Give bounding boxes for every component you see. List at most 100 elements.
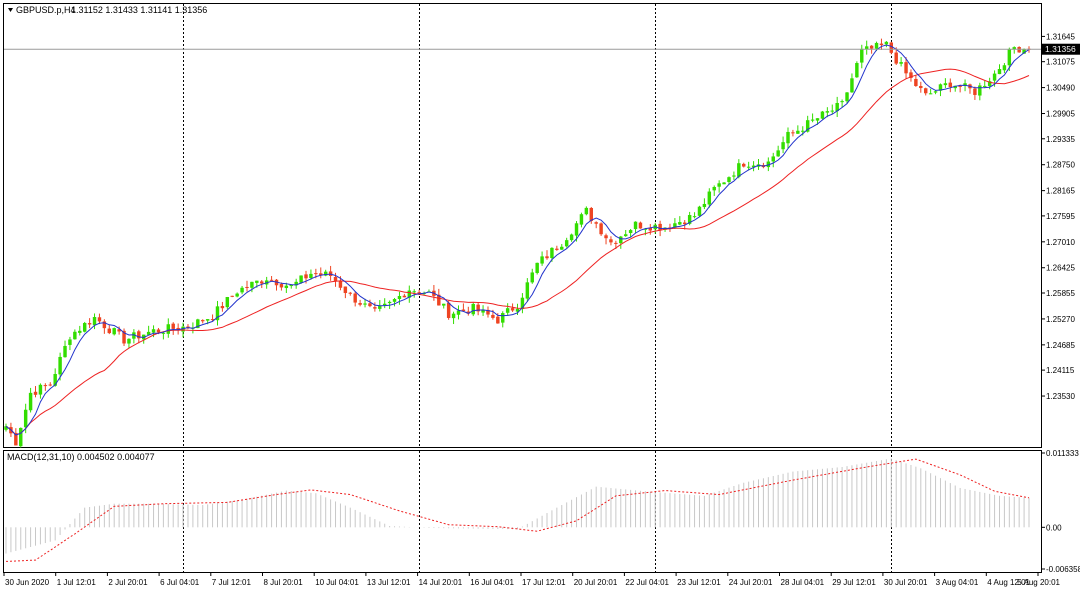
candle-body xyxy=(210,319,215,321)
candle-body xyxy=(742,163,746,167)
candle-body xyxy=(771,156,775,162)
candle-body xyxy=(78,330,82,333)
candle-body xyxy=(368,303,372,307)
price-tick-label: 1.29905 xyxy=(1046,110,1075,119)
candle-body xyxy=(953,85,957,89)
candle-body xyxy=(776,150,780,157)
candle-body xyxy=(333,276,338,282)
symbol-label: GBPUSD.p,H4 xyxy=(16,5,76,15)
candle-body xyxy=(299,275,303,283)
candle-body xyxy=(682,222,687,225)
candle-body xyxy=(638,222,643,229)
price-pane[interactable] xyxy=(3,3,1042,448)
candle-body xyxy=(446,302,451,318)
candle-body xyxy=(137,331,141,339)
candle-body xyxy=(269,279,274,281)
candle-body xyxy=(235,293,239,297)
time-tick-label: 24 Jul 20:01 xyxy=(729,578,773,587)
candle-body xyxy=(117,329,121,332)
candle-body xyxy=(560,246,564,250)
candle-body xyxy=(737,163,741,177)
candle-body xyxy=(928,93,933,95)
candle-body xyxy=(501,313,505,323)
candle-body xyxy=(633,221,638,230)
candle-body xyxy=(874,42,879,49)
candle-body xyxy=(555,248,559,250)
candle-body xyxy=(28,392,33,411)
candle-body xyxy=(201,320,205,322)
candle-body xyxy=(840,101,844,103)
candle-body xyxy=(205,319,210,321)
candle-body xyxy=(230,295,234,297)
candle-body xyxy=(171,323,175,329)
candle-body xyxy=(535,262,539,273)
current-price-tag xyxy=(1042,43,1080,55)
candle-body xyxy=(933,91,938,93)
candle-body xyxy=(825,111,830,113)
candle-body xyxy=(196,319,200,329)
candle-body xyxy=(574,223,579,236)
time-tick-label: 8 Jul 20:01 xyxy=(264,578,304,587)
candle-body xyxy=(23,409,28,428)
candle-body xyxy=(358,303,362,305)
candle-body xyxy=(294,281,298,286)
candle-body xyxy=(855,63,859,78)
candle-body xyxy=(466,311,471,314)
time-tick-label: 20 Jul 20:01 xyxy=(574,578,618,587)
dropdown-arrow-icon[interactable] xyxy=(8,8,13,12)
time-tick-label: 2 Jul 20:01 xyxy=(108,578,148,587)
candle-body xyxy=(796,130,800,134)
candle-body xyxy=(309,273,313,278)
time-tick-label: 28 Jul 04:01 xyxy=(781,578,825,587)
candle-body xyxy=(820,111,825,119)
candle-body xyxy=(943,83,948,86)
candle-body xyxy=(451,313,456,319)
candle-body xyxy=(992,73,997,81)
candle-body xyxy=(363,303,367,305)
moving-averages xyxy=(5,44,1030,436)
candle-body xyxy=(4,426,8,430)
candle-body xyxy=(19,427,23,447)
price-tick-label: 1.25855 xyxy=(1046,289,1075,298)
candle-body xyxy=(899,62,903,64)
candle-body xyxy=(864,46,869,50)
time-tick-label: 16 Jul 04:01 xyxy=(470,578,514,587)
candle-body xyxy=(250,281,254,288)
candle-body xyxy=(702,203,707,208)
candle-body xyxy=(687,215,692,224)
candle-body xyxy=(338,280,343,288)
candle-body xyxy=(156,329,161,333)
candle-body xyxy=(58,356,62,375)
candle-body xyxy=(658,223,662,231)
candle-body xyxy=(437,294,441,306)
symbol-header: GBPUSD.p,H4 1.31152 1.31433 1.31141 1.31… xyxy=(8,5,207,15)
candle-body xyxy=(751,165,756,168)
candle-body xyxy=(348,292,353,294)
price-tick-label: 1.25270 xyxy=(1046,315,1075,324)
candle-body xyxy=(746,166,751,168)
candle-body xyxy=(584,207,589,215)
candle-body xyxy=(997,69,1002,75)
candle-body xyxy=(402,295,407,298)
candle-body xyxy=(983,85,987,87)
candle-body xyxy=(978,85,982,96)
candle-body xyxy=(314,273,318,275)
time-tick-label: 22 Jul 04:01 xyxy=(625,578,669,587)
candle-body xyxy=(727,177,731,182)
candle-body xyxy=(456,310,461,315)
candle-body xyxy=(48,384,52,386)
time-tick-label: 4 Aug 12:01 xyxy=(987,578,1030,587)
candle-body xyxy=(33,391,38,395)
candle-body xyxy=(87,323,92,325)
candle-body xyxy=(869,45,874,49)
macd-pane[interactable] xyxy=(3,450,1042,573)
macd-tick-label: 0.011333 xyxy=(1046,449,1079,458)
fast-ma-line xyxy=(5,44,1030,436)
candle-body xyxy=(648,227,653,231)
candle-body xyxy=(564,240,569,247)
candle-body xyxy=(97,317,102,322)
candle-body xyxy=(220,306,225,309)
candle-body xyxy=(623,234,628,237)
price-tick-label: 1.27595 xyxy=(1046,212,1075,221)
